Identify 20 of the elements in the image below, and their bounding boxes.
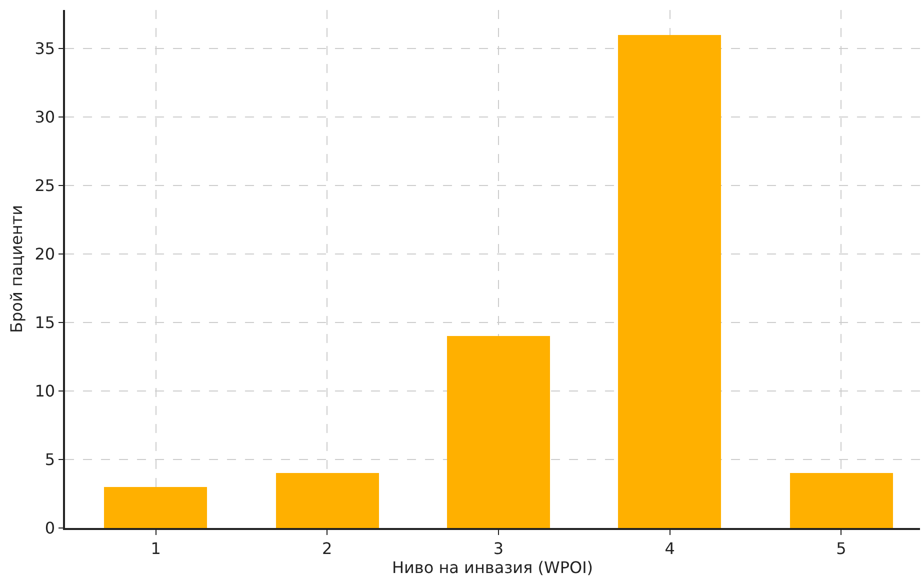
x-tick-label: 1 — [150, 538, 161, 558]
x-tick-label: 4 — [664, 538, 675, 558]
y-tick-label: 15 — [34, 313, 56, 332]
bar — [790, 473, 893, 528]
bar — [276, 473, 379, 528]
bar — [104, 487, 207, 528]
x-tick-label: 2 — [322, 538, 332, 558]
bar — [618, 35, 721, 528]
y-tick-label: 25 — [34, 176, 56, 196]
bar — [447, 336, 550, 528]
x-axis-title: Ниво на инвазия (WPOI) — [392, 558, 594, 577]
y-tick-label: 20 — [34, 244, 56, 264]
x-tick-label: 3 — [493, 538, 504, 558]
y-tick-label: 0 — [44, 518, 56, 538]
y-tick-label: 10 — [34, 382, 56, 401]
y-axis-title: Брой пациенти — [7, 205, 26, 333]
x-tick-label: 5 — [836, 538, 846, 558]
y-tick-label: 5 — [44, 450, 56, 470]
y-tick-label: 35 — [34, 38, 56, 58]
y-tick-label: 30 — [34, 107, 56, 126]
